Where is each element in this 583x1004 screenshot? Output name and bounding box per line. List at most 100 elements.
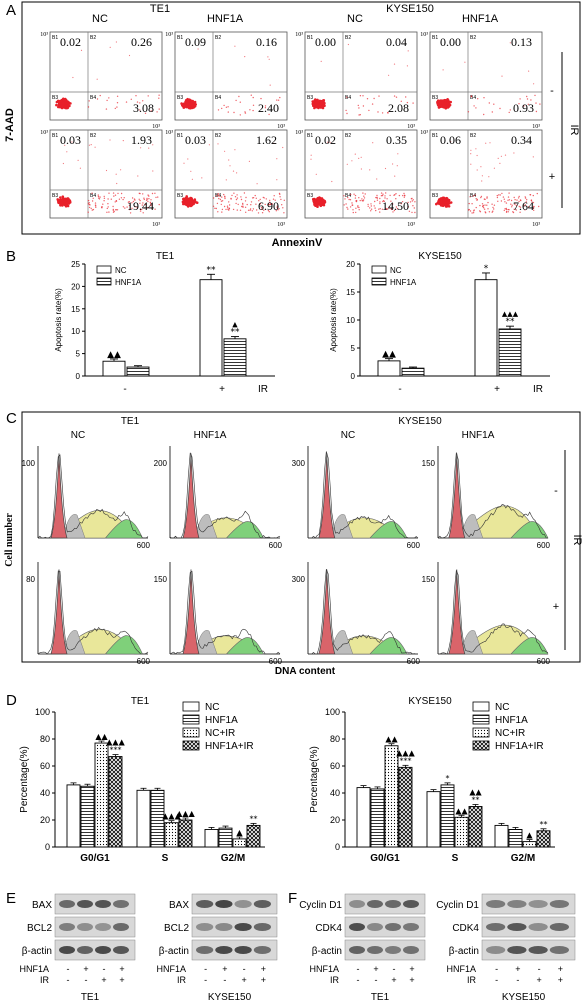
flow-value-b4: 19.44 [127,199,154,213]
y-tick-label: 60 [40,761,50,771]
legend-label: HNF1A [115,278,142,287]
flow-dots [310,141,416,214]
y-tick-label: 20 [71,282,80,291]
flow-axis-tick: 10³ [40,130,48,136]
bar [80,785,95,848]
flow-value-b2: 0.04 [386,35,407,49]
flow-dots [436,42,541,116]
bar [370,788,385,848]
blot-band [349,946,365,954]
y-tick-label: 100 [35,707,50,717]
flow-axis-tick: 10³ [420,130,428,136]
flow-plot: B1 B2 B3 B4 10³ 10³ 0.00 0.13 0.93 [420,31,543,130]
hist-group-label: NC [341,430,355,441]
flow-value-b1: 0.00 [440,35,461,49]
blot-condition-label: HNF1A [19,964,49,974]
blot-band-label: BCL2 [27,923,52,934]
legend-swatch [472,714,490,725]
blot-band [507,946,527,954]
significance-mark: * [446,774,450,783]
chart-title: KYSE150 [418,251,462,262]
bar [204,828,219,848]
blot-band [113,923,129,931]
histogram: 150 600 [422,446,551,550]
y-axis-label: Apoptosis rate(%) [54,288,63,352]
significance-mark: ▲▲ [385,735,398,744]
x-category-label: G0/G1 [80,853,110,864]
blot-band [234,900,252,908]
flow-axis-tick: 10³ [277,222,285,228]
hist-x-tick: 600 [137,541,151,550]
bar [377,360,401,377]
y-axis-label: Apoptosis rate(%) [329,288,338,352]
flow-dots [311,43,414,116]
y-tick-label: 60 [330,761,340,771]
blot-band-label: BCL2 [164,923,189,934]
blot-condition-label: IR [40,975,50,985]
legend-label: NC [495,702,509,713]
g2-phase-area [225,637,264,655]
flow-group-label: NC [347,13,363,25]
blot-condition-sign: + [261,975,266,985]
bar [454,816,469,848]
y-tick-label: 20 [346,260,355,269]
g1-peak-area [318,453,336,539]
blot-band [367,900,383,908]
flow-quadrant-label: B1 [52,133,58,139]
blot-band [95,946,111,954]
legend-label: NC+IR [495,728,525,739]
legend-label: HNF1A+IR [205,741,254,752]
flow-value-b2: 0.34 [511,133,532,147]
blot-condition-sign: + [558,964,563,974]
blot-band [367,923,383,931]
flow-axis-tick: 10³ [295,32,303,38]
blot-band [403,900,419,908]
y-tick-label: 10 [346,316,355,325]
flow-quadrant-label: B4 [345,95,351,101]
blot-condition-sign: + [222,964,227,974]
flow-quadrant-label: B2 [470,35,476,41]
blot-condition-sign: - [357,975,360,985]
blot-band [234,946,252,954]
blot-condition-label: IR [330,975,340,985]
x-category-label: G0/G1 [370,853,400,864]
histogram: 300 600 [292,446,421,550]
chart-title: TE1 [131,696,150,707]
panel-a-xlabel: AnnexinV [272,237,323,249]
flow-value-b2: 0.35 [386,133,407,147]
blot-condition-sign: - [538,964,541,974]
flow-axis-tick: 10³ [165,32,173,38]
blot-band [59,923,75,931]
significance-mark: ** [207,265,217,275]
blot-band-label: β-actin [449,946,479,957]
significance-mark: ▲▲ [107,350,121,360]
legend-swatch [472,701,490,712]
significance-mark: ▲ [526,831,533,840]
blot-condition-sign: - [85,975,88,985]
blot-band [196,900,214,908]
flow-plot: B1 B2 B3 B4 10³ 10³ 0.02 0.26 3.08 [40,31,163,130]
flow-quadrant-label: B2 [90,35,96,41]
hist-y-tick: 150 [154,575,168,584]
blot-condition-label: HNF1A [309,964,339,974]
blot-band [215,923,233,931]
panel-c-ylabel: Cell number [4,513,15,567]
x-axis-title: IR [258,384,268,395]
y-tick-label: 15 [71,305,80,314]
bar [398,766,413,848]
blot-band [59,946,75,954]
x-category-label: G2/M [511,853,535,864]
blot-condition-sign: + [409,975,414,985]
blot-condition-sign: - [204,964,207,974]
blot-band-label: β-actin [159,946,189,957]
bar [164,822,179,848]
blot-band [507,900,527,908]
significance-mark: ▲▲▲ [502,310,519,318]
hist-x-tick: 600 [269,657,283,666]
blot-band [59,900,75,908]
hist-y-tick: 150 [422,459,436,468]
blot-condition-sign: - [223,975,226,985]
blot-band-label: β-actin [22,946,52,957]
panel-c-ir-label: IR [571,535,583,546]
